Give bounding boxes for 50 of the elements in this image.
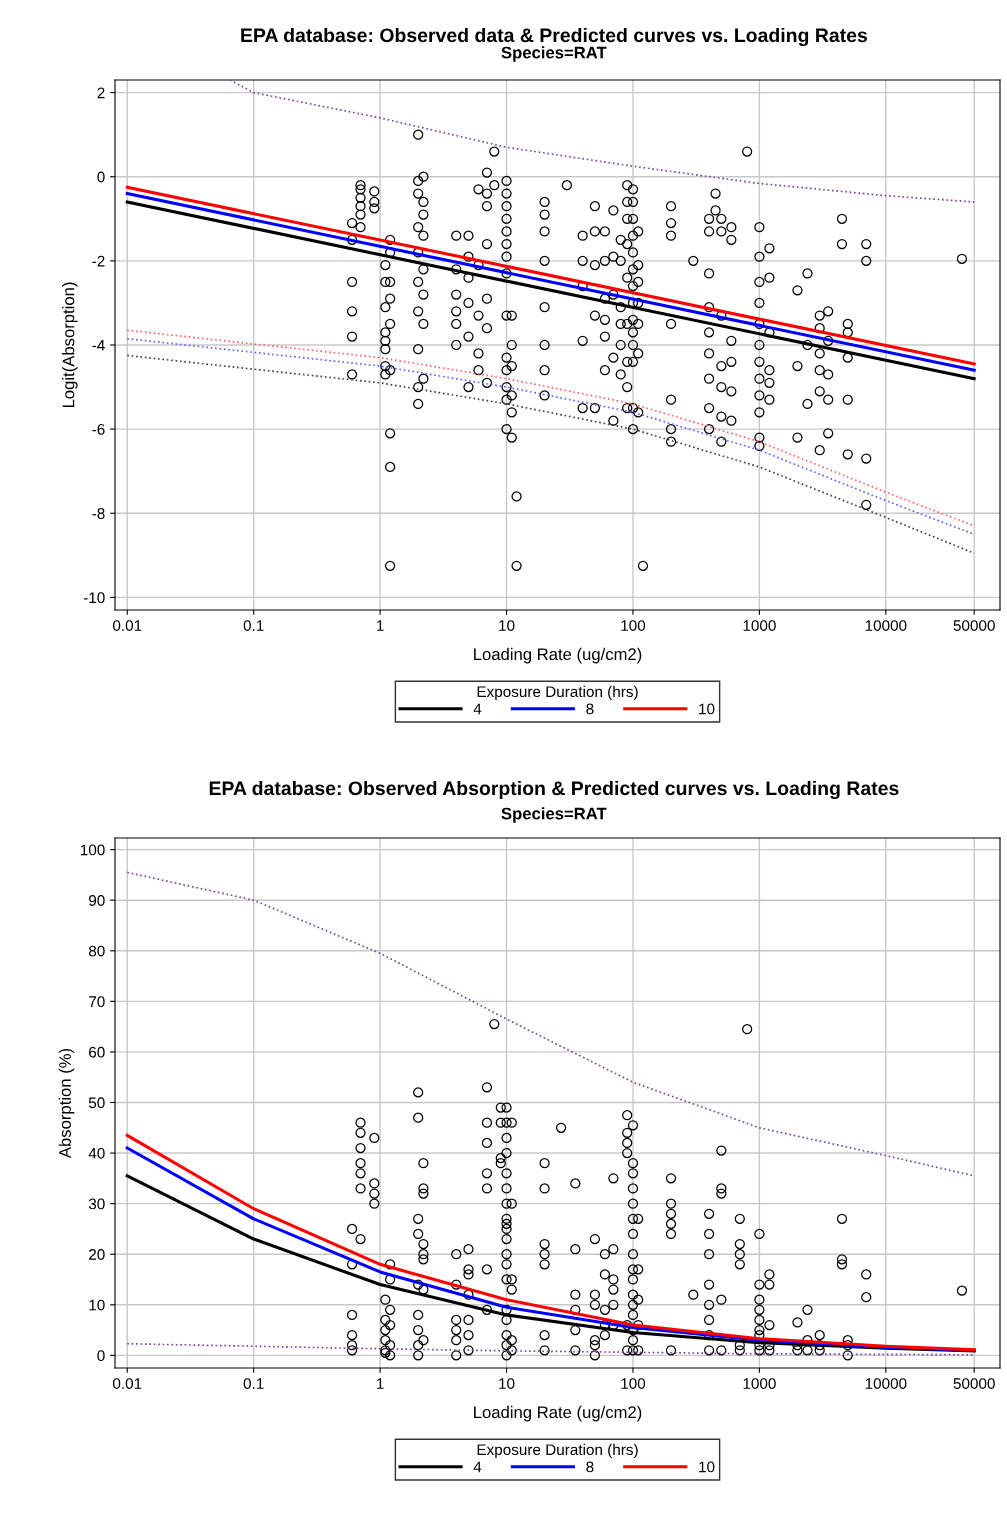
- legend-title: Exposure Duration (hrs): [477, 685, 638, 701]
- chart-title: EPA database: Observed Absorption & Predicted curves vs. Loading Rates: [209, 780, 899, 800]
- x-tick-label: 1000: [743, 620, 776, 631]
- legend-label: 8: [586, 703, 594, 715]
- x-tick-label: 10000: [865, 620, 907, 631]
- y-tick-label: -6: [92, 423, 105, 435]
- y-tick-label: -10: [83, 592, 105, 604]
- x-tick-label: 10: [499, 1378, 515, 1389]
- legend-label: 10: [699, 703, 715, 715]
- x-tick-label: 0.01: [112, 620, 142, 631]
- x-tick-label: 100: [621, 1378, 646, 1389]
- x-tick-label: 0.1: [243, 1378, 264, 1389]
- y-tick-label: 90: [89, 895, 105, 906]
- y-tick-label: 20: [89, 1249, 105, 1260]
- y-axis-title: Absorption (%): [58, 1048, 75, 1159]
- legend-label: 4: [473, 703, 482, 715]
- x-tick-label: 0.01: [112, 1378, 142, 1389]
- x-tick-label: 50000: [953, 1378, 995, 1389]
- x-tick-label: 1000: [743, 1378, 776, 1389]
- x-axis-title: Loading Rate (ug/cm2): [474, 1405, 642, 1422]
- y-tick-label: -2: [92, 255, 105, 267]
- y-tick-label: 0: [97, 171, 105, 183]
- y-tick-label: -4: [92, 340, 105, 351]
- y-tick-label: 0: [97, 1350, 105, 1362]
- x-tick-label: 10: [499, 620, 515, 631]
- chart-subtitle: Species=RAT: [501, 807, 607, 823]
- x-tick-label: 1: [377, 620, 384, 631]
- legend-label: 4: [473, 1461, 482, 1473]
- legend-label: 8: [586, 1461, 594, 1473]
- y-tick-label: 100: [80, 844, 105, 856]
- x-tick-label: 1: [377, 1378, 384, 1389]
- y-tick-label: -8: [92, 508, 105, 519]
- y-tick-label: 70: [89, 996, 105, 1008]
- y-tick-label: 10: [89, 1299, 105, 1311]
- legend-title: Exposure Duration (hrs): [477, 1443, 638, 1459]
- y-tick-label: 40: [88, 1147, 105, 1159]
- y-tick-label: 80: [88, 945, 105, 957]
- x-tick-label: 100: [621, 620, 646, 631]
- x-axis-title: Loading Rate (ug/cm2): [474, 647, 642, 664]
- x-tick-label: 50000: [953, 620, 995, 631]
- x-tick-label: 10000: [865, 1378, 907, 1389]
- y-axis-title: Logit(Absorption): [62, 282, 78, 408]
- chart-subtitle: Species=RAT: [501, 46, 607, 62]
- x-tick-label: 0.1: [243, 620, 264, 631]
- chart-title: EPA database: Observed data & Predicted curves vs. Loading Rates: [241, 27, 867, 47]
- y-tick-label: 60: [89, 1046, 105, 1058]
- y-tick-label: 2: [97, 87, 105, 99]
- y-tick-label: 30: [88, 1198, 105, 1210]
- y-tick-label: 50: [88, 1097, 105, 1109]
- legend-label: 10: [699, 1461, 715, 1473]
